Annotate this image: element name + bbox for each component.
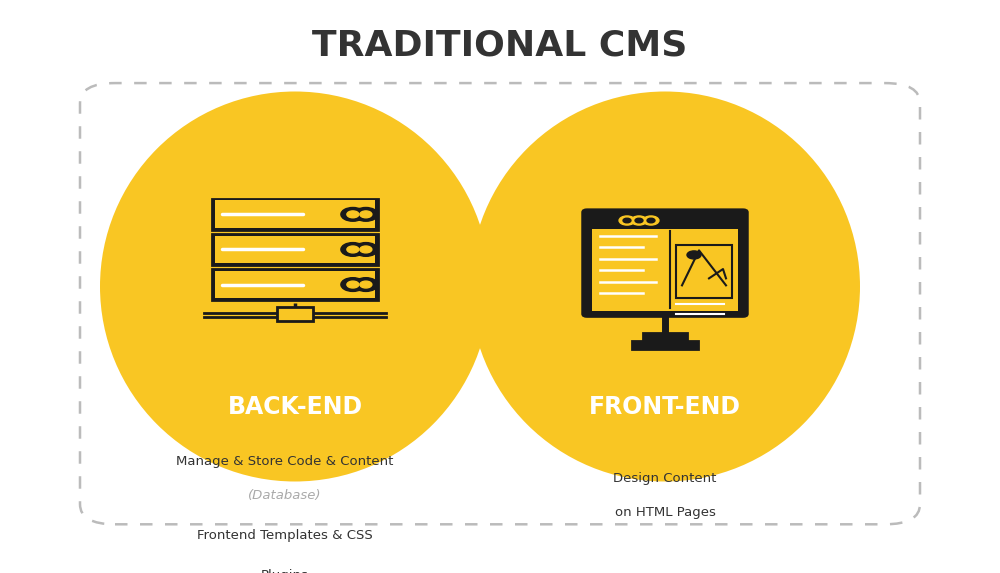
FancyBboxPatch shape [632,341,698,349]
Ellipse shape [470,92,860,481]
Circle shape [341,207,365,221]
FancyBboxPatch shape [215,201,375,228]
Circle shape [347,281,359,288]
Text: TRADITIONAL CMS: TRADITIONAL CMS [312,29,688,63]
FancyBboxPatch shape [583,210,747,316]
FancyBboxPatch shape [212,234,378,265]
Text: Manage & Store Code & Content: Manage & Store Code & Content [176,455,394,468]
FancyBboxPatch shape [643,333,687,341]
Circle shape [341,242,365,256]
Circle shape [643,216,659,225]
Circle shape [360,281,372,288]
Circle shape [360,211,372,218]
Circle shape [354,207,378,221]
Circle shape [647,218,655,223]
FancyBboxPatch shape [212,199,378,230]
Text: Frontend Templates & CSS: Frontend Templates & CSS [197,529,373,542]
FancyBboxPatch shape [215,236,375,264]
Circle shape [354,278,378,292]
FancyBboxPatch shape [215,270,375,299]
Circle shape [619,216,635,225]
Circle shape [360,246,372,253]
FancyBboxPatch shape [592,229,738,311]
Text: (Database): (Database) [248,489,322,502]
Circle shape [687,251,701,259]
FancyBboxPatch shape [676,245,732,298]
Circle shape [347,246,359,253]
Circle shape [635,218,643,223]
Ellipse shape [100,92,490,481]
Text: FRONT-END: FRONT-END [589,395,741,419]
Circle shape [347,211,359,218]
Text: Design Content: Design Content [613,472,717,485]
Circle shape [623,218,631,223]
Circle shape [341,278,365,292]
FancyBboxPatch shape [277,307,313,321]
Circle shape [354,242,378,256]
FancyBboxPatch shape [212,269,378,300]
Text: BACK-END: BACK-END [227,395,363,419]
Text: Plugins: Plugins [261,570,309,573]
Text: on HTML Pages: on HTML Pages [615,507,715,519]
Circle shape [631,216,647,225]
